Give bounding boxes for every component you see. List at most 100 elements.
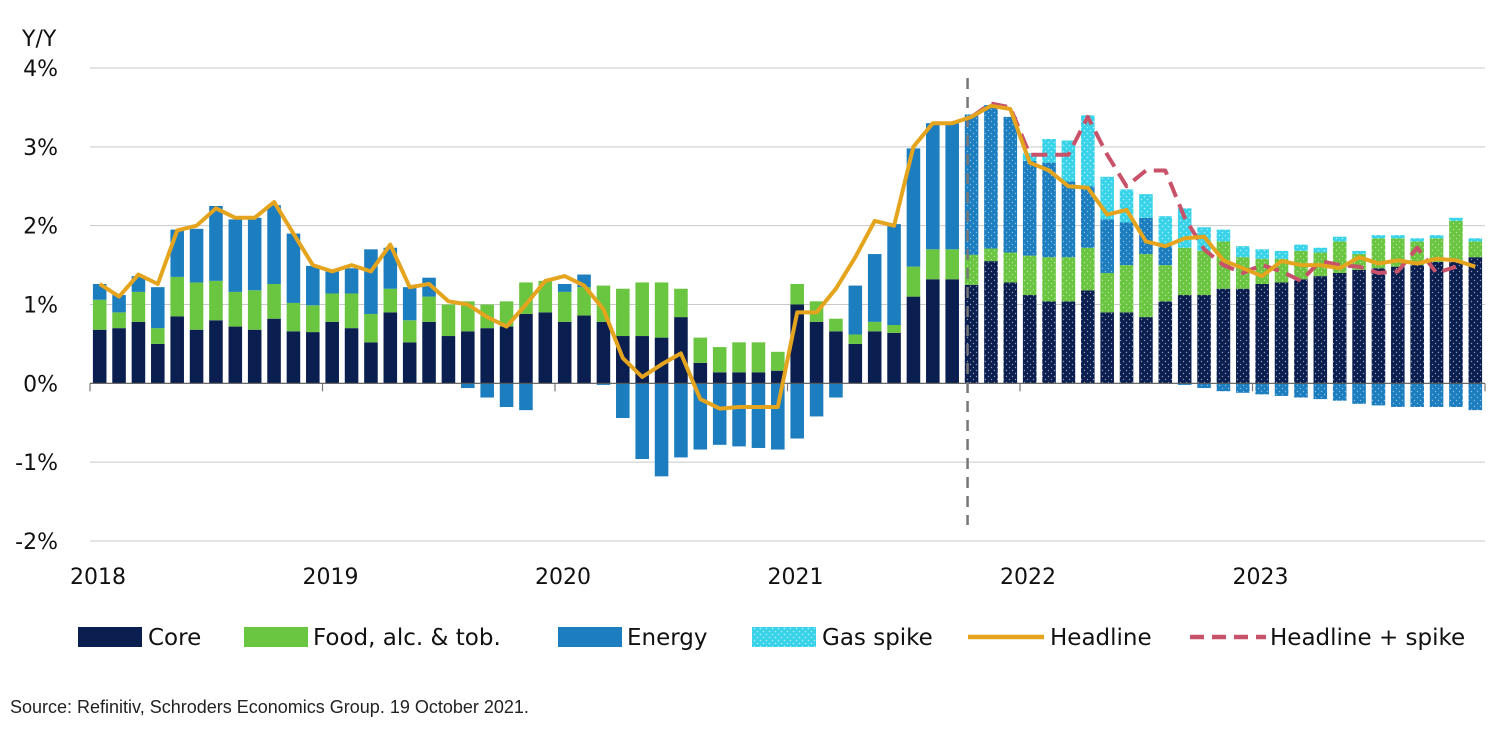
bar-energy	[1255, 383, 1269, 395]
bar-gas-spike	[1216, 229, 1231, 242]
bar-energy	[635, 383, 649, 460]
bar-core	[228, 326, 243, 384]
bar-food	[131, 291, 146, 322]
bar-core	[306, 332, 320, 384]
bar-energy	[1042, 162, 1056, 258]
bar-food	[1197, 250, 1211, 296]
x-tick-label-2021: 2021	[768, 565, 824, 590]
bar-energy	[383, 247, 398, 289]
bar-core	[1139, 317, 1153, 384]
bar-core	[732, 372, 746, 384]
bar-gas-spike	[1294, 244, 1308, 251]
bar-gas-spike	[1255, 249, 1269, 259]
bar-energy	[848, 285, 863, 335]
bar-energy	[325, 271, 339, 294]
legend-swatch-3	[752, 627, 816, 647]
bar-core	[577, 315, 591, 384]
bar-gas-spike	[1371, 235, 1386, 239]
bar-energy	[1139, 217, 1153, 255]
bar-energy	[926, 123, 940, 250]
bar-gas-spike	[1332, 236, 1347, 242]
bar-energy	[693, 383, 708, 450]
bar-core	[926, 279, 940, 384]
bar-energy	[461, 383, 475, 389]
bar-food	[693, 337, 708, 363]
bar-food	[616, 288, 630, 337]
bar-energy	[402, 287, 417, 321]
y-tick-label: 1%	[23, 294, 58, 319]
bar-food	[1139, 254, 1153, 318]
bar-gas-spike	[1081, 115, 1095, 187]
bar-food	[557, 291, 572, 322]
bar-food	[945, 249, 959, 280]
bar-core	[519, 313, 533, 384]
y-tick-label: 3%	[23, 136, 58, 161]
legend-label-5: Headline + spike	[1270, 625, 1465, 651]
bar-core	[189, 329, 204, 384]
bar-core	[1216, 288, 1231, 384]
bar-core	[771, 370, 785, 384]
bar-energy	[112, 295, 126, 313]
bar-core	[441, 336, 456, 384]
bar-food	[151, 328, 165, 344]
bar-core	[364, 342, 378, 384]
bar-food	[829, 318, 843, 332]
bar-core	[538, 312, 553, 384]
bar-core	[151, 343, 165, 384]
bar-food	[422, 296, 436, 322]
bar-energy	[306, 265, 320, 306]
bar-energy	[867, 254, 882, 322]
bar-food	[906, 266, 921, 297]
y-tick-label: -1%	[15, 451, 58, 476]
bar-core	[945, 279, 959, 384]
bar-energy	[1177, 383, 1192, 385]
bar-core	[325, 321, 339, 384]
bar-energy	[267, 205, 281, 284]
bar-core	[693, 362, 708, 384]
bar-food	[247, 290, 262, 330]
bar-food	[1061, 257, 1076, 302]
bar-energy	[1274, 383, 1289, 396]
bar-energy	[480, 383, 494, 398]
bar-energy	[286, 233, 301, 303]
legend: Core Food, alc. & tob. Energy Gas spike Head…	[78, 625, 1465, 651]
bar-energy	[712, 383, 727, 445]
bar-core	[1100, 312, 1114, 384]
bar-energy	[1294, 383, 1308, 398]
bar-food	[364, 313, 378, 343]
bar-food	[228, 291, 243, 327]
legend-swatch-1	[244, 627, 308, 647]
bar-core	[112, 328, 126, 384]
bar-gas-spike	[1468, 238, 1483, 242]
bar-core	[286, 331, 301, 384]
bar-core	[247, 329, 262, 384]
bar-core	[751, 372, 766, 384]
bar-energy	[906, 148, 921, 267]
x-tick-label-2018: 2018	[70, 565, 126, 590]
bar-core	[1352, 269, 1366, 384]
source-note: Source: Refinitiv, Schroders Economics G…	[10, 697, 529, 717]
bar-energy	[1061, 181, 1076, 258]
bar-food	[267, 284, 281, 319]
bar-energy	[557, 284, 572, 292]
bar-energy	[654, 383, 669, 477]
bar-energy	[170, 229, 184, 277]
bar-food	[112, 312, 126, 329]
y-tick-label: -2%	[15, 530, 58, 555]
bar-gas-spike	[1313, 247, 1328, 253]
bar-food	[189, 282, 204, 330]
bar-core	[887, 332, 901, 384]
bar-core	[906, 296, 921, 384]
bar-energy	[499, 383, 514, 407]
x-tick-label-2020: 2020	[535, 565, 591, 590]
bar-core	[1371, 268, 1386, 384]
bar-gas-spike	[1274, 250, 1289, 259]
bar-core	[1255, 284, 1269, 384]
bar-energy	[1081, 186, 1095, 248]
bar-energy	[189, 228, 204, 283]
bar-food	[306, 305, 320, 333]
bar-energy	[596, 383, 611, 385]
bar-food	[1410, 241, 1424, 266]
bar-energy	[674, 383, 688, 458]
bar-core	[1429, 261, 1444, 384]
